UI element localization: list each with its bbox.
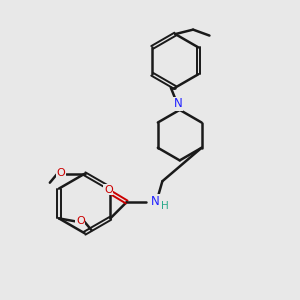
Text: N: N xyxy=(151,195,159,208)
Text: O: O xyxy=(104,184,112,194)
Text: O: O xyxy=(57,168,65,178)
Text: H: H xyxy=(161,201,169,211)
Text: N: N xyxy=(174,98,183,110)
Text: O: O xyxy=(76,216,85,226)
